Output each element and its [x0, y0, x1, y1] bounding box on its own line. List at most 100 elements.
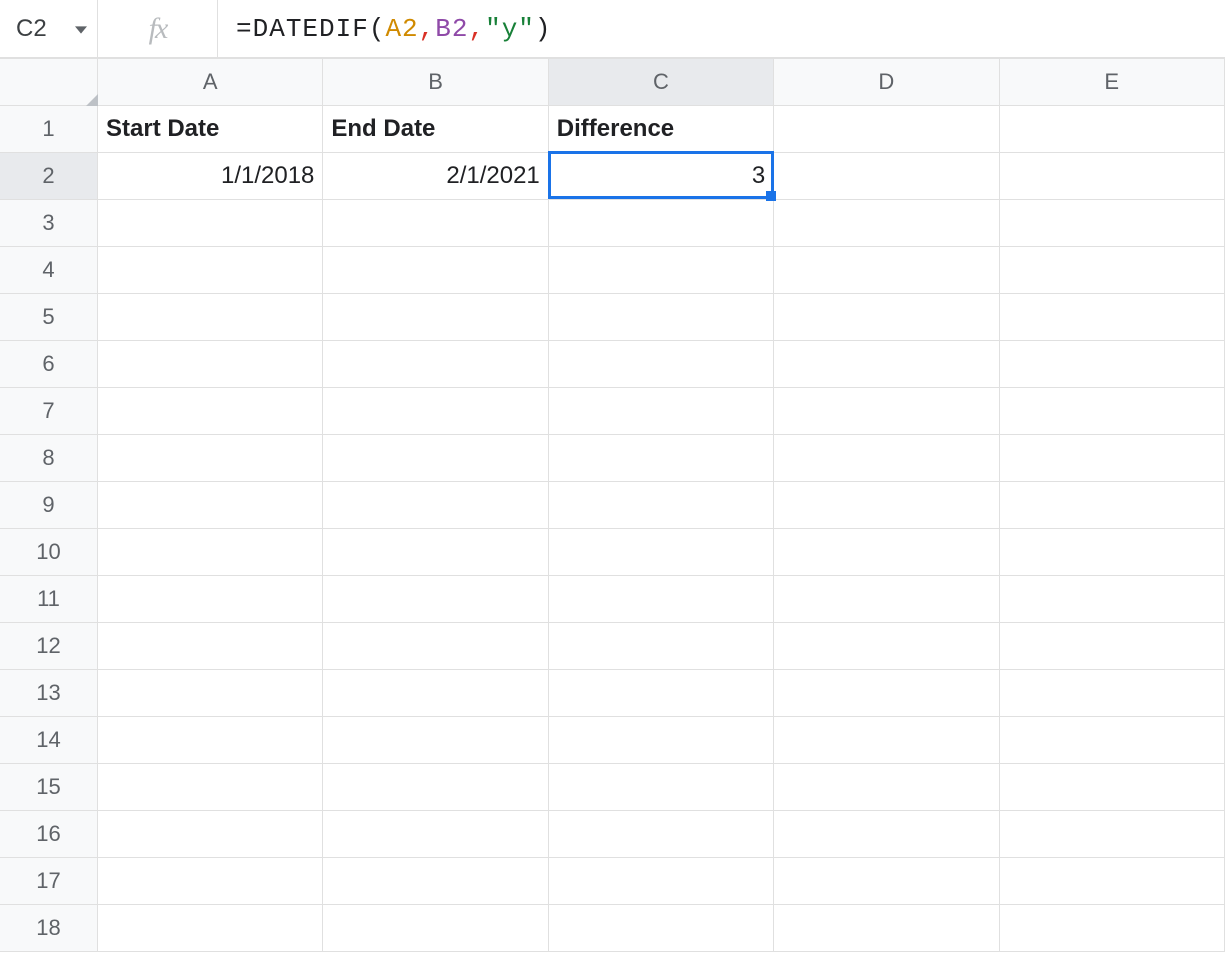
cell-D12[interactable]	[774, 623, 999, 670]
spreadsheet-grid[interactable]: ABCDE1Start DateEnd DateDifference21/1/2…	[0, 58, 1225, 952]
cell-B10[interactable]	[323, 529, 548, 576]
column-header-B[interactable]: B	[323, 59, 548, 106]
cell-B8[interactable]	[323, 435, 548, 482]
cell-E3[interactable]	[1000, 200, 1225, 247]
cell-B17[interactable]	[323, 858, 548, 905]
cell-E13[interactable]	[1000, 670, 1225, 717]
cell-D4[interactable]	[774, 247, 999, 294]
cell-B1[interactable]: End Date	[323, 106, 548, 153]
cell-C10[interactable]	[549, 529, 774, 576]
cell-C18[interactable]	[549, 905, 774, 952]
cell-E11[interactable]	[1000, 576, 1225, 623]
cell-D1[interactable]	[774, 106, 999, 153]
row-header-11[interactable]: 11	[0, 576, 98, 623]
cell-D15[interactable]	[774, 764, 999, 811]
cell-A18[interactable]	[98, 905, 323, 952]
cell-A1[interactable]: Start Date	[98, 106, 323, 153]
cell-C17[interactable]	[549, 858, 774, 905]
cell-E2[interactable]	[1000, 153, 1225, 200]
cell-E7[interactable]	[1000, 388, 1225, 435]
cell-B4[interactable]	[323, 247, 548, 294]
cell-E18[interactable]	[1000, 905, 1225, 952]
cell-C4[interactable]	[549, 247, 774, 294]
row-header-8[interactable]: 8	[0, 435, 98, 482]
cell-D8[interactable]	[774, 435, 999, 482]
cell-D2[interactable]	[774, 153, 999, 200]
cell-D11[interactable]	[774, 576, 999, 623]
cell-C2[interactable]: 3	[549, 153, 774, 200]
cell-D7[interactable]	[774, 388, 999, 435]
cell-A16[interactable]	[98, 811, 323, 858]
cell-A6[interactable]	[98, 341, 323, 388]
row-header-5[interactable]: 5	[0, 294, 98, 341]
cell-E8[interactable]	[1000, 435, 1225, 482]
cell-E1[interactable]	[1000, 106, 1225, 153]
cell-C12[interactable]	[549, 623, 774, 670]
cell-C11[interactable]	[549, 576, 774, 623]
select-all-corner[interactable]	[0, 59, 98, 106]
row-header-16[interactable]: 16	[0, 811, 98, 858]
cell-C8[interactable]	[549, 435, 774, 482]
column-header-E[interactable]: E	[1000, 59, 1225, 106]
cell-B3[interactable]	[323, 200, 548, 247]
cell-A7[interactable]	[98, 388, 323, 435]
cell-C1[interactable]: Difference	[549, 106, 774, 153]
name-box[interactable]: C2	[0, 0, 98, 58]
cell-D17[interactable]	[774, 858, 999, 905]
cell-C5[interactable]	[549, 294, 774, 341]
cell-A8[interactable]	[98, 435, 323, 482]
cell-A17[interactable]	[98, 858, 323, 905]
cell-E16[interactable]	[1000, 811, 1225, 858]
cell-C9[interactable]	[549, 482, 774, 529]
cell-E12[interactable]	[1000, 623, 1225, 670]
cell-C16[interactable]	[549, 811, 774, 858]
cell-C3[interactable]	[549, 200, 774, 247]
cell-D14[interactable]	[774, 717, 999, 764]
cell-A2[interactable]: 1/1/2018	[98, 153, 323, 200]
row-header-7[interactable]: 7	[0, 388, 98, 435]
cell-C13[interactable]	[549, 670, 774, 717]
cell-A14[interactable]	[98, 717, 323, 764]
cell-B9[interactable]	[323, 482, 548, 529]
cell-B12[interactable]	[323, 623, 548, 670]
cell-C6[interactable]	[549, 341, 774, 388]
cell-E10[interactable]	[1000, 529, 1225, 576]
row-header-3[interactable]: 3	[0, 200, 98, 247]
column-header-C[interactable]: C	[549, 59, 774, 106]
column-header-A[interactable]: A	[98, 59, 323, 106]
cell-A13[interactable]	[98, 670, 323, 717]
row-header-2[interactable]: 2	[0, 153, 98, 200]
cell-E6[interactable]	[1000, 341, 1225, 388]
cell-C15[interactable]	[549, 764, 774, 811]
row-header-10[interactable]: 10	[0, 529, 98, 576]
cell-A4[interactable]	[98, 247, 323, 294]
cell-E17[interactable]	[1000, 858, 1225, 905]
cell-A3[interactable]	[98, 200, 323, 247]
cell-D3[interactable]	[774, 200, 999, 247]
cell-C7[interactable]	[549, 388, 774, 435]
cell-B14[interactable]	[323, 717, 548, 764]
cell-D6[interactable]	[774, 341, 999, 388]
cell-B16[interactable]	[323, 811, 548, 858]
row-header-12[interactable]: 12	[0, 623, 98, 670]
row-header-15[interactable]: 15	[0, 764, 98, 811]
cell-E15[interactable]	[1000, 764, 1225, 811]
cell-A11[interactable]	[98, 576, 323, 623]
row-header-4[interactable]: 4	[0, 247, 98, 294]
cell-D9[interactable]	[774, 482, 999, 529]
cell-D13[interactable]	[774, 670, 999, 717]
row-header-17[interactable]: 17	[0, 858, 98, 905]
name-box-dropdown-icon[interactable]	[75, 15, 87, 43]
formula-input[interactable]: =DATEDIF(A2, B2, "y")	[218, 0, 1225, 58]
cell-C14[interactable]	[549, 717, 774, 764]
cell-D5[interactable]	[774, 294, 999, 341]
cell-A9[interactable]	[98, 482, 323, 529]
cell-B7[interactable]	[323, 388, 548, 435]
cell-B2[interactable]: 2/1/2021	[323, 153, 548, 200]
cell-D18[interactable]	[774, 905, 999, 952]
cell-B13[interactable]	[323, 670, 548, 717]
column-header-D[interactable]: D	[774, 59, 999, 106]
row-header-14[interactable]: 14	[0, 717, 98, 764]
cell-E5[interactable]	[1000, 294, 1225, 341]
cell-B18[interactable]	[323, 905, 548, 952]
